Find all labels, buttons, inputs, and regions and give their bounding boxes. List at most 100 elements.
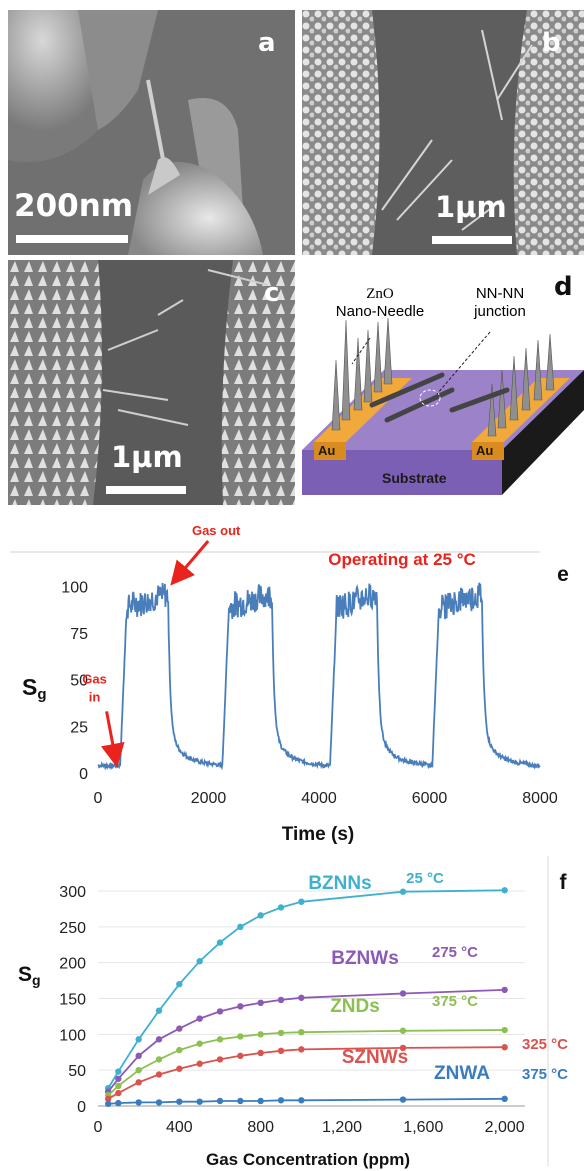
panel-letter-b: b [542,28,561,58]
chart-f-xtick-label: 800 [247,1119,274,1136]
chart-f-point-sznws [501,1044,508,1051]
chart-f-point-znwa [115,1099,122,1107]
chart-f-series-temp-znds: 375 °C [432,993,478,1010]
electrode-left-label: Au [318,443,335,458]
chart-e-xtick-label: 4000 [301,790,337,807]
chart-f-ytick-label: 200 [59,956,86,973]
chart-e-series-line [97,582,541,771]
chart-f-point-znwa [399,1096,407,1103]
chart-f-point-znds [237,1033,244,1040]
chart-f-series-temp-sznws: 325 °C [522,1036,568,1053]
chart-f-point-bznws [135,1052,142,1060]
chart-f-point-znwa [501,1095,508,1103]
annotation-gas-in-line2: in [89,689,101,704]
chart-f-point-bznws [196,1015,203,1022]
chart-f-point-znds [115,1082,122,1090]
chart-e-ylabel: Sg [22,674,47,703]
chart-f-point-znwa [257,1097,264,1105]
chart-f-point-bznws [399,990,407,997]
chart-f-point-sznws [176,1065,183,1072]
chart-f-series-temp-znwa: 375 °C [522,1066,568,1083]
sem-image-b [302,10,584,255]
chart-e-transient-response: Operating at 25 °C e 0 25 50 75 100 0 2000 4000… [10,523,569,845]
chart-f-series-line-znwa [108,1097,505,1105]
chart-f-point-sznws [237,1052,244,1060]
chart-e-xtick-label: 6000 [412,790,448,807]
chart-f-xlabel: Gas Concentration (ppm) [206,1150,410,1169]
chart-f-ytick-label: 50 [68,1063,86,1080]
panel-letter-a: a [258,28,276,58]
scale-bar-a [16,235,128,243]
chart-f-series-line-bznns [107,889,505,1089]
chart-f-point-znwa [298,1097,305,1104]
chart-f-point-bznns [155,1007,163,1014]
chart-f-ytick-label: 100 [59,1027,86,1044]
chart-f-point-bznns [216,939,224,946]
substrate-label: Substrate [382,470,447,486]
annotation-gas-out-arrow [170,540,210,586]
chart-f-point-sznws [135,1079,142,1086]
chart-e-plot-area: 0 25 50 75 100 0 2000 4000 6000 8000 [61,540,558,807]
panel-d-schematic: ZnO Nano-Needle NN-NN junction Au Au Sub… [302,260,584,505]
chart-f-ylabel: Sg [18,963,41,988]
annotation-gas-out: Gas out [192,523,241,538]
chart-f-point-znds [277,1029,285,1037]
chart-f-point-znwa [155,1099,163,1106]
annotation-gas-in-arrow [100,711,125,768]
chart-f-ytick-label: 300 [59,884,86,901]
chart-f-point-sznws [277,1047,285,1055]
chart-f-series-temp-bznws: 275 °C [432,944,478,961]
chart-f-point-bznws [501,986,508,994]
chart-f-point-bznws [298,994,305,1001]
chart-f-point-znds [501,1026,508,1034]
chart-f-ytick-label: 150 [59,992,86,1009]
chart-f-point-znds [176,1046,183,1054]
chart-f-point-bznns [135,1036,142,1043]
panel-letter-d: d [554,272,573,302]
chart-f-point-znds [257,1031,264,1038]
chart-f-point-bznws [277,996,285,1004]
chart-f-concentration-response: f 0 50 100 150 200 250 300 0 400 800 1,200 1,600 2,0… [18,856,568,1169]
chart-f-point-znds [155,1056,163,1063]
chart-f-point-bznns [196,958,203,965]
chart-f-point-sznws [298,1046,305,1053]
chart-f-point-znwa [196,1098,203,1105]
chart-f-point-sznws [155,1071,163,1078]
chart-f-point-znwa [104,1100,112,1108]
chart-f-series-label-znds: ZNDs [330,996,380,1017]
chart-f-point-bznns [501,887,508,894]
chart-f-point-bznns [176,980,183,988]
chart-f-point-bznns [237,923,244,931]
chart-f-xtick-label: 2,000 [485,1119,525,1136]
chart-f-point-znds [196,1040,203,1047]
chart-e-xtick-label: 0 [94,790,103,807]
chart-f-point-znds [298,1028,305,1036]
chart-f-point-bznns [298,898,305,905]
scale-bar-b [432,236,512,244]
sem-image-a [8,10,295,255]
panel-b-sem-image: b 1µm [302,10,584,255]
chart-e-ytick-label: 25 [70,719,88,736]
chart-f-point-bznns [277,904,285,911]
chart-f-series-temp-bznns: 25 °C [406,870,444,887]
chart-e-xtick-label: 2000 [191,790,227,807]
chart-e-ytick-label: 0 [79,766,88,783]
chart-f-xtick-label: 0 [94,1119,103,1136]
chart-f-point-znwa [216,1097,224,1105]
zno-label-line1: ZnO [366,286,394,302]
chart-f-point-sznws [104,1095,112,1103]
chart-f-series-label-znwa: ZNWA [434,1063,490,1084]
chart-f-point-bznws [176,1025,183,1032]
chart-f-xtick-label: 400 [166,1119,193,1136]
panel-a-sem-image: a 200nm [8,10,295,255]
chart-f-point-sznws [216,1056,224,1063]
chart-f-point-bznws [115,1075,122,1082]
electrode-right-label: Au [476,443,493,458]
sem-image-c [8,260,295,505]
chart-f-point-znwa [237,1097,244,1105]
chart-f-point-znds [216,1036,224,1043]
panel-c-sem-image: c 1µm [8,260,295,505]
chart-e-title: Operating at 25 °C [328,550,476,569]
chart-f-point-bznws [237,1003,244,1010]
chart-f-point-bznns [399,888,407,895]
